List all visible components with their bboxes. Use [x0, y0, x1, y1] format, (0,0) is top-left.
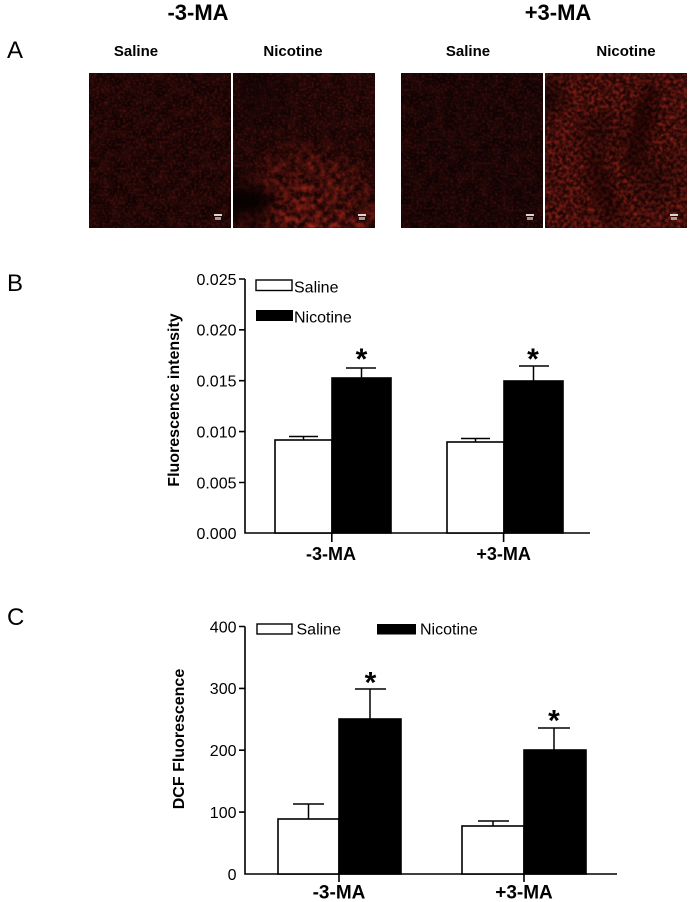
svg-text:0: 0 — [228, 867, 237, 884]
svg-text:100: 100 — [210, 805, 237, 822]
svg-text:*: * — [356, 343, 368, 376]
svg-text:0.010: 0.010 — [196, 424, 236, 441]
svg-text:Nicotine: Nicotine — [420, 621, 478, 638]
svg-text:A: A — [7, 37, 23, 64]
svg-text:*: * — [548, 705, 560, 738]
svg-text:0.015: 0.015 — [196, 374, 236, 391]
svg-text:Saline: Saline — [114, 43, 158, 60]
svg-text:Nicotine: Nicotine — [596, 43, 655, 60]
svg-text:0.000: 0.000 — [196, 526, 236, 543]
svg-text:*: * — [365, 667, 377, 700]
svg-text:300: 300 — [210, 681, 237, 698]
svg-text:0.020: 0.020 — [196, 323, 236, 340]
svg-text:-3-MA: -3-MA — [313, 883, 366, 902]
svg-text:0.005: 0.005 — [196, 475, 236, 492]
svg-text:Nicotine: Nicotine — [263, 43, 322, 60]
svg-text:+3-MA: +3-MA — [476, 544, 531, 564]
svg-text:+3-MA: +3-MA — [525, 0, 592, 25]
svg-text:-3-MA: -3-MA — [306, 544, 356, 564]
svg-text:400: 400 — [210, 619, 237, 636]
svg-text:+3-MA: +3-MA — [495, 883, 553, 902]
svg-text:B: B — [7, 270, 23, 297]
svg-text:-3-MA: -3-MA — [167, 0, 228, 25]
svg-text:DCF Fluorescence: DCF Fluorescence — [171, 669, 188, 810]
svg-text:Saline: Saline — [297, 621, 342, 638]
svg-text:200: 200 — [210, 743, 237, 760]
svg-text:Saline: Saline — [446, 43, 490, 60]
svg-text:Saline: Saline — [294, 279, 339, 296]
svg-text:C: C — [7, 604, 24, 631]
svg-text:*: * — [527, 343, 539, 376]
svg-text:Fluorescence intensity: Fluorescence intensity — [166, 313, 183, 486]
svg-text:Nicotine: Nicotine — [294, 309, 352, 326]
svg-text:0.025: 0.025 — [196, 272, 236, 289]
